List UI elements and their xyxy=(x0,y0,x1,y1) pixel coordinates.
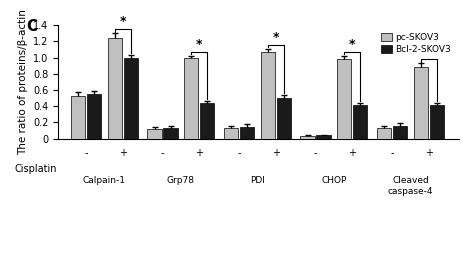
Bar xyxy=(147,129,162,139)
Text: C: C xyxy=(26,19,37,34)
Bar xyxy=(87,94,101,139)
Text: *: * xyxy=(273,31,279,44)
Bar xyxy=(429,105,444,139)
Text: *: * xyxy=(349,38,356,51)
Bar xyxy=(184,58,199,139)
Bar xyxy=(377,128,391,139)
Text: *: * xyxy=(196,38,202,51)
Text: Cleaved
caspase-4: Cleaved caspase-4 xyxy=(388,176,433,196)
Legend: pc-SKOV3, Bcl-2-SKOV3: pc-SKOV3, Bcl-2-SKOV3 xyxy=(377,30,455,58)
Text: Calpain-1: Calpain-1 xyxy=(83,176,126,185)
Bar xyxy=(301,136,315,139)
Bar xyxy=(164,128,178,139)
Bar xyxy=(316,135,331,139)
Bar xyxy=(224,128,238,139)
Text: *: * xyxy=(426,45,432,58)
Text: *: * xyxy=(119,15,126,28)
Y-axis label: The ratio of proteins/β-actin: The ratio of proteins/β-actin xyxy=(18,9,27,155)
Text: CHOP: CHOP xyxy=(321,176,346,185)
Bar xyxy=(200,103,214,139)
Bar xyxy=(108,38,122,139)
Bar xyxy=(276,98,291,139)
Text: Grp78: Grp78 xyxy=(167,176,195,185)
Bar xyxy=(240,127,254,139)
Bar xyxy=(393,126,407,139)
Text: Cisplatin: Cisplatin xyxy=(15,164,57,174)
Text: PDI: PDI xyxy=(250,176,265,185)
Bar xyxy=(337,59,351,139)
Bar xyxy=(261,52,275,139)
Bar xyxy=(353,105,367,139)
Bar xyxy=(71,96,85,139)
Bar xyxy=(414,67,428,139)
Bar xyxy=(124,58,138,139)
